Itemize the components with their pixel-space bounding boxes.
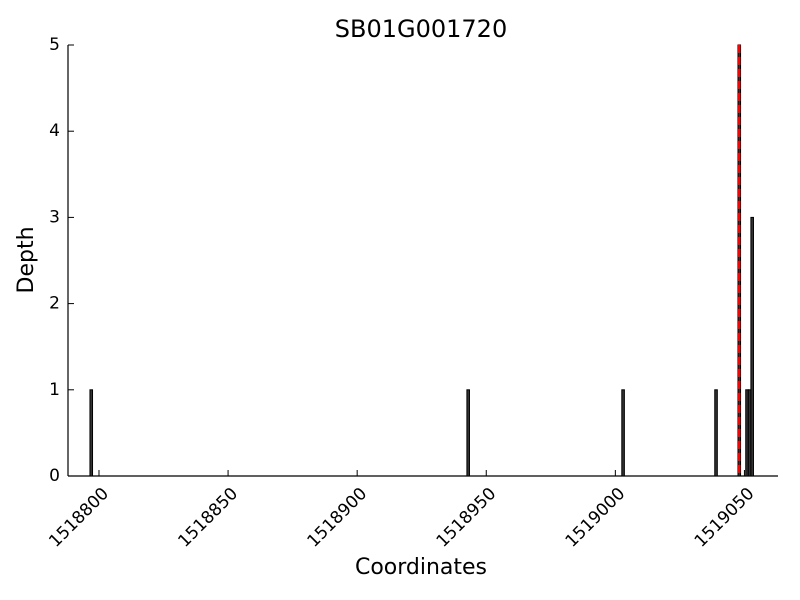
y-tick-label: 2: [49, 294, 60, 314]
bar: [466, 389, 470, 477]
x-axis-label: Coordinates: [355, 555, 487, 580]
bar: [714, 389, 718, 477]
x-tick-label: 1518800: [45, 484, 113, 552]
y-tick-label: 3: [49, 207, 60, 227]
x-tick-label: 1518850: [174, 484, 242, 552]
y-axis-label: Depth: [14, 226, 39, 293]
y-tick-label: 5: [49, 35, 60, 55]
y-tick-label: 0: [49, 466, 60, 486]
x-tick-label: 1519050: [691, 484, 759, 552]
bar: [750, 216, 754, 477]
x-tick-label: 1518950: [433, 484, 501, 552]
x-tick-label: 1519000: [562, 484, 630, 552]
chart-title: SB01G001720: [335, 15, 507, 43]
y-tick-label: 1: [49, 380, 60, 400]
bar: [621, 389, 625, 477]
y-tick-label: 4: [49, 121, 60, 141]
bar: [89, 389, 94, 477]
x-tick-label: 1518900: [304, 484, 372, 552]
